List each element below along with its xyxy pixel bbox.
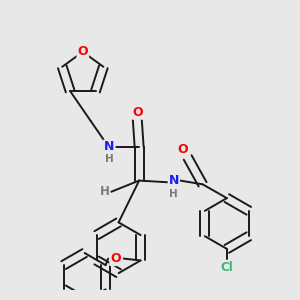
Text: H: H <box>100 185 110 198</box>
Text: N: N <box>169 174 179 187</box>
Text: N: N <box>104 140 115 154</box>
Text: H: H <box>169 189 178 200</box>
Text: Cl: Cl <box>220 261 233 274</box>
Text: O: O <box>110 252 121 265</box>
Text: O: O <box>178 143 188 157</box>
Text: O: O <box>132 106 142 119</box>
Text: O: O <box>77 45 88 58</box>
Text: H: H <box>105 154 114 164</box>
